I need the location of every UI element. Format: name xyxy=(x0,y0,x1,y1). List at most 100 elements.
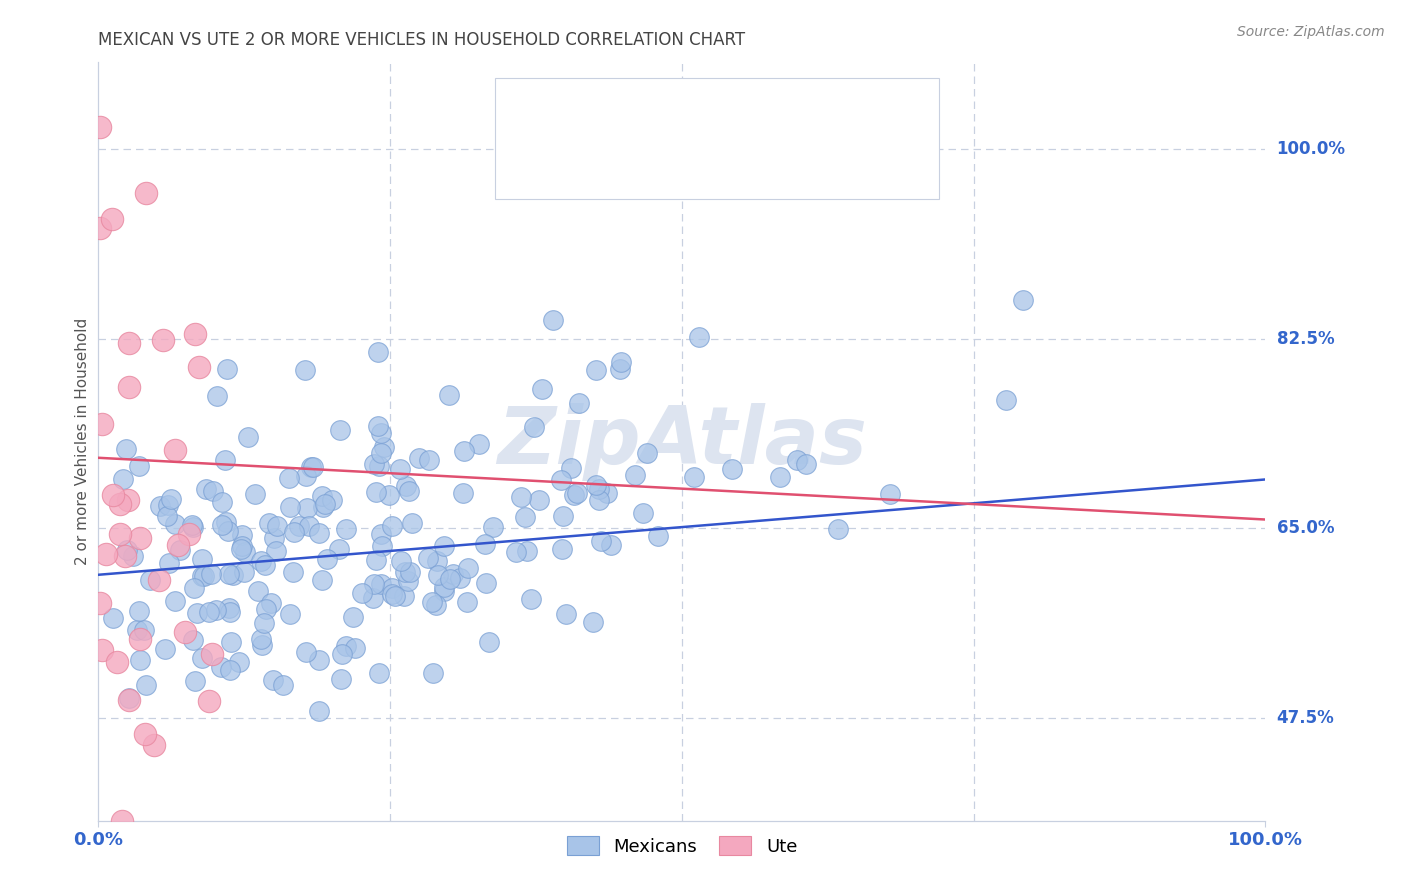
Point xyxy=(257,516,280,530)
Point xyxy=(156,508,179,523)
Point xyxy=(186,606,208,620)
Point xyxy=(366,485,388,500)
Point xyxy=(169,543,191,558)
Point xyxy=(219,605,242,619)
Point xyxy=(312,500,335,514)
Point xyxy=(344,641,367,656)
Point xyxy=(591,533,613,548)
Point xyxy=(114,549,136,563)
Point xyxy=(994,392,1017,407)
Point xyxy=(125,624,148,638)
Point xyxy=(609,362,631,376)
Point xyxy=(222,568,245,582)
Point xyxy=(201,647,224,661)
Point xyxy=(370,425,392,440)
Point xyxy=(118,335,141,350)
Point xyxy=(308,704,330,718)
Point xyxy=(769,469,792,483)
Text: 82.5%: 82.5% xyxy=(1277,330,1334,348)
Point xyxy=(167,538,190,552)
Point xyxy=(211,518,233,533)
Point xyxy=(91,417,114,431)
Point xyxy=(205,389,228,403)
Point xyxy=(311,573,333,587)
Point xyxy=(453,443,475,458)
Point xyxy=(111,814,134,828)
Point xyxy=(451,486,474,500)
Point xyxy=(516,544,538,558)
Point xyxy=(551,509,574,524)
Point xyxy=(115,543,138,558)
Point xyxy=(108,497,131,511)
Point xyxy=(209,660,232,674)
Point xyxy=(513,509,536,524)
Point xyxy=(368,665,391,680)
Point xyxy=(398,565,420,579)
Point xyxy=(277,471,299,485)
Point xyxy=(280,607,302,621)
Point xyxy=(283,525,305,540)
Point xyxy=(328,541,350,556)
Point xyxy=(330,647,353,661)
Point xyxy=(647,528,669,542)
Point xyxy=(794,457,817,471)
Point xyxy=(361,591,384,605)
Point xyxy=(89,221,111,235)
Point xyxy=(381,518,404,533)
Point xyxy=(231,528,253,542)
Point xyxy=(218,566,240,581)
Point xyxy=(329,423,352,437)
Point xyxy=(149,499,172,513)
Point xyxy=(1011,293,1033,308)
Point xyxy=(184,327,207,342)
Point xyxy=(142,739,165,753)
Point xyxy=(311,490,333,504)
Point xyxy=(408,451,430,466)
Point xyxy=(231,539,253,553)
Point xyxy=(543,312,565,326)
Point xyxy=(568,395,591,409)
Point xyxy=(195,482,218,496)
Point xyxy=(105,655,128,669)
Point xyxy=(165,516,187,531)
Point xyxy=(555,607,578,621)
Point xyxy=(588,492,610,507)
Point xyxy=(433,539,456,553)
Point xyxy=(101,488,124,502)
Point xyxy=(89,120,111,135)
Point xyxy=(101,610,124,624)
Point xyxy=(165,594,187,608)
Point xyxy=(200,567,222,582)
Point xyxy=(260,596,283,610)
Point xyxy=(398,483,420,498)
Point xyxy=(294,362,316,376)
Point xyxy=(394,565,416,579)
Legend: Mexicans, Ute: Mexicans, Ute xyxy=(558,827,806,864)
Point xyxy=(233,545,256,559)
Point xyxy=(363,457,385,471)
Point xyxy=(585,477,607,491)
Point xyxy=(370,527,392,541)
Point xyxy=(439,573,461,587)
Point xyxy=(388,461,411,475)
Point xyxy=(280,500,302,514)
Point xyxy=(165,443,187,458)
Point xyxy=(128,604,150,618)
Point xyxy=(228,655,250,669)
Point xyxy=(688,330,710,344)
Point xyxy=(631,506,654,520)
Text: ZipAtlas: ZipAtlas xyxy=(496,402,868,481)
Point xyxy=(252,638,274,652)
Point xyxy=(350,586,373,600)
Point xyxy=(550,473,572,487)
Point xyxy=(128,459,150,474)
Point xyxy=(401,516,423,531)
Point xyxy=(449,571,471,585)
Point xyxy=(191,568,214,582)
Point xyxy=(786,452,808,467)
Point xyxy=(827,522,849,536)
Point xyxy=(378,488,401,502)
Point xyxy=(368,459,391,474)
Point xyxy=(321,492,343,507)
Point xyxy=(211,495,233,509)
